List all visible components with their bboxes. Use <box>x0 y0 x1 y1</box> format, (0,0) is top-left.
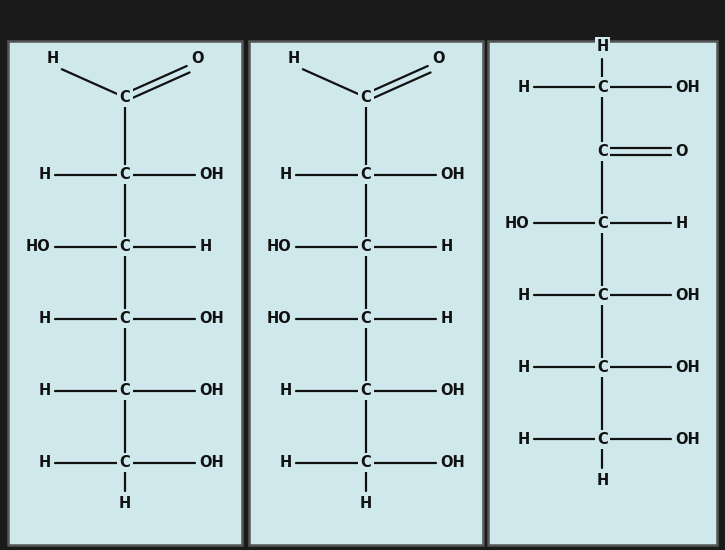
Text: C: C <box>120 383 130 398</box>
Bar <box>8 41 242 545</box>
Text: C: C <box>360 90 371 105</box>
Text: C: C <box>360 239 371 254</box>
Text: HO: HO <box>26 239 51 254</box>
Text: C: C <box>597 432 608 447</box>
Text: OH: OH <box>675 80 700 95</box>
Text: C: C <box>597 216 608 231</box>
Text: C: C <box>120 311 130 326</box>
Text: OH: OH <box>675 288 700 303</box>
Text: OH: OH <box>199 311 224 326</box>
Text: H: H <box>440 239 452 254</box>
Text: O: O <box>432 51 444 66</box>
Text: H: H <box>46 51 59 66</box>
Text: OH: OH <box>199 455 224 470</box>
Text: H: H <box>518 288 530 303</box>
Text: H: H <box>38 167 51 182</box>
Text: C: C <box>360 455 371 470</box>
Text: H: H <box>288 51 300 66</box>
Text: C: C <box>597 80 608 95</box>
Text: C: C <box>120 90 130 105</box>
Text: O: O <box>191 51 204 66</box>
Text: H: H <box>518 360 530 375</box>
Text: OH: OH <box>199 167 224 182</box>
Text: C: C <box>120 167 130 182</box>
Text: H: H <box>440 311 452 326</box>
Text: O: O <box>675 144 688 159</box>
Bar <box>249 41 483 545</box>
Text: H: H <box>199 239 212 254</box>
Text: C: C <box>597 360 608 375</box>
Text: HO: HO <box>267 239 291 254</box>
Text: H: H <box>280 455 291 470</box>
Text: H: H <box>38 311 51 326</box>
Text: C: C <box>597 144 608 159</box>
Text: OH: OH <box>675 432 700 447</box>
Text: OH: OH <box>440 167 465 182</box>
Text: OH: OH <box>440 383 465 398</box>
Text: H: H <box>597 39 608 54</box>
Text: H: H <box>38 455 51 470</box>
Text: H: H <box>280 383 291 398</box>
Text: HO: HO <box>505 216 530 231</box>
Text: HO: HO <box>267 311 291 326</box>
Text: C: C <box>360 167 371 182</box>
Text: C: C <box>360 383 371 398</box>
Text: H: H <box>675 216 687 231</box>
Text: H: H <box>518 432 530 447</box>
Text: H: H <box>280 167 291 182</box>
Text: H: H <box>518 80 530 95</box>
Text: C: C <box>597 288 608 303</box>
Text: H: H <box>360 496 372 511</box>
Text: C: C <box>120 455 130 470</box>
Text: OH: OH <box>675 360 700 375</box>
Text: OH: OH <box>440 455 465 470</box>
Text: C: C <box>120 239 130 254</box>
Text: OH: OH <box>199 383 224 398</box>
Text: H: H <box>119 496 131 511</box>
Text: H: H <box>38 383 51 398</box>
Bar <box>488 41 717 545</box>
Text: C: C <box>360 311 371 326</box>
Text: H: H <box>597 472 608 488</box>
